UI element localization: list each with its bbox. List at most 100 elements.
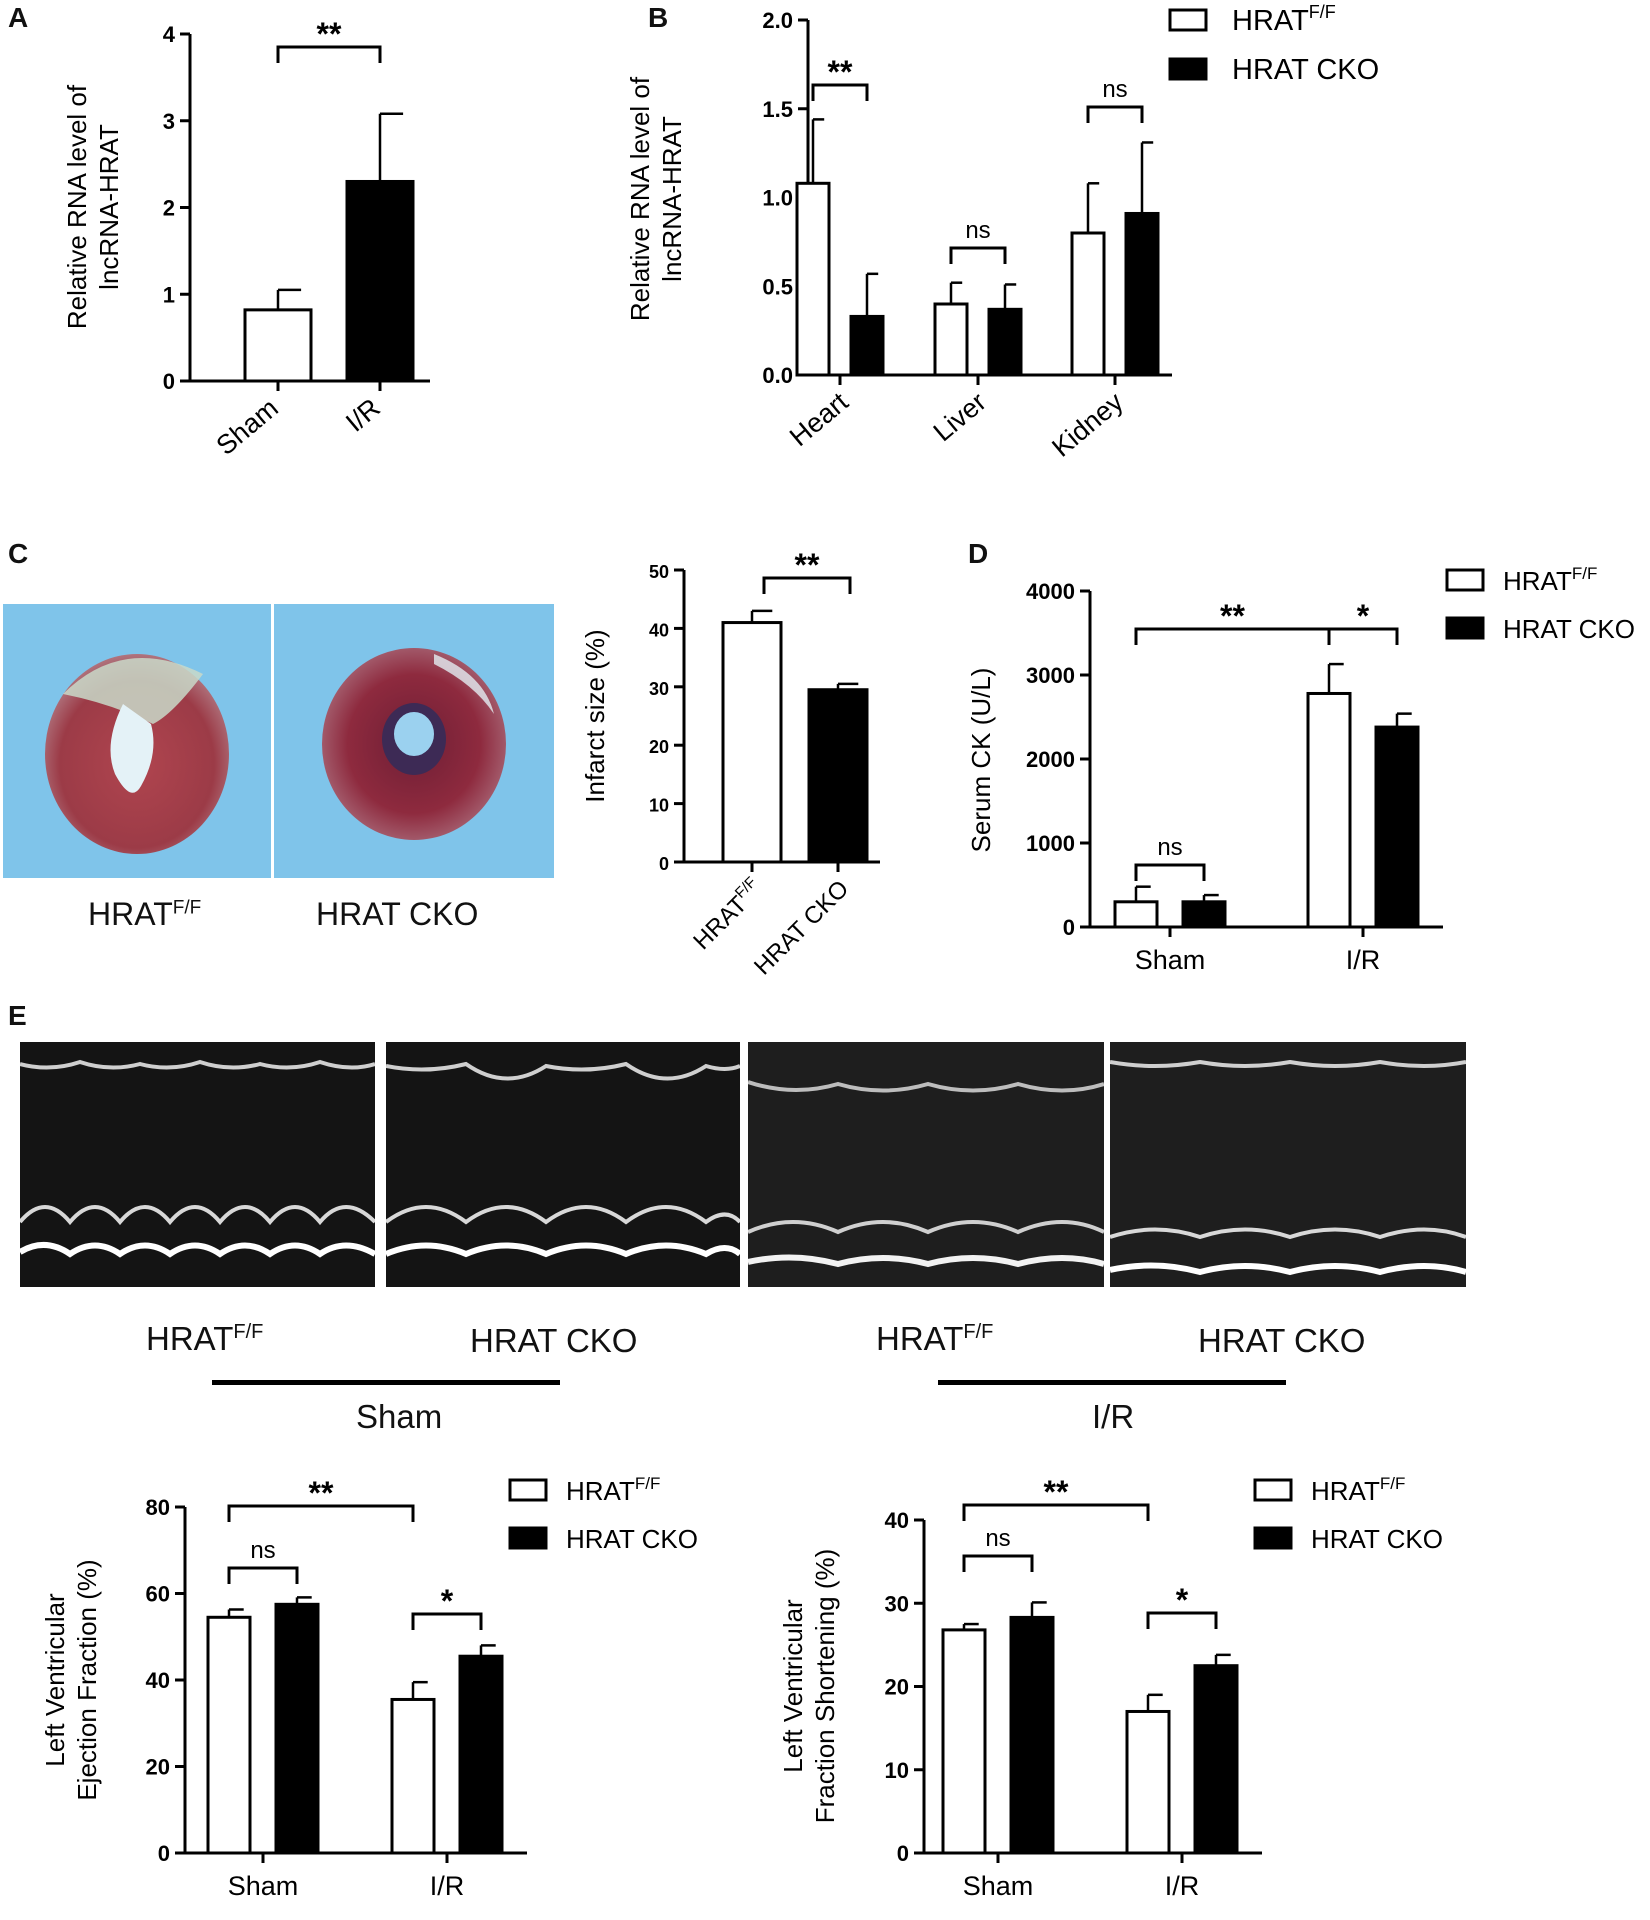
heart-section-photo-hrat-cko — [274, 604, 554, 878]
y-axis-title-line: Ejection Fraction (%) — [72, 1559, 102, 1800]
bar-ir-ff — [390, 1697, 436, 1855]
bar-sham-ff — [206, 1615, 252, 1855]
y-tick-label: 4000 — [1026, 579, 1075, 604]
echo-group-line-sham — [212, 1380, 560, 1385]
bar-ir-cko — [458, 1654, 504, 1855]
y-tick-label: 0 — [897, 1841, 909, 1866]
chart-a: 0 1 2 3 4 Relative RNA level oflncRNA-HRAT Sha… — [62, 16, 430, 461]
x-tick-label: I/R — [340, 393, 386, 438]
photo-label-hrat-ff: HRATF/F — [88, 896, 202, 932]
legend-swatch-filled — [1253, 1526, 1293, 1550]
panel-letter-e: E — [8, 1000, 27, 1031]
legend-e2: HRATF/F HRAT CKO — [1253, 1474, 1443, 1554]
bar-hrat-ff — [721, 621, 783, 864]
bar-heart-cko — [849, 314, 885, 377]
legend-label-hrat-ff: HRATF/F — [1232, 2, 1336, 37]
significance-label: ** — [309, 1475, 334, 1511]
y-axis-title-line: Fraction Shortening (%) — [810, 1549, 840, 1824]
y-axis-title: Left VentricularFraction Shortening (%) — [778, 1549, 840, 1824]
significance-label: ns — [1102, 76, 1127, 103]
x-tick-label: Heart — [784, 386, 854, 452]
legend-b: HRATF/F HRAT CKO — [1168, 2, 1379, 86]
significance-label: ** — [795, 547, 820, 583]
legend-label-hrat-ff: HRATF/F — [1503, 564, 1597, 596]
significance-label: ** — [1220, 598, 1245, 634]
bar-sham-cko — [1181, 900, 1227, 929]
y-axis-title-line: lncRNA-HRAT — [657, 116, 687, 282]
significance-bracket — [962, 1554, 1034, 1572]
significance-bracket — [1086, 105, 1144, 123]
y-axis-title-line: Left Ventricular — [778, 1599, 808, 1773]
y-tick-label: 40 — [146, 1668, 170, 1693]
legend-swatch-filled — [1168, 57, 1208, 81]
significance-label: ns — [965, 217, 990, 244]
significance-label: ns — [250, 1537, 275, 1564]
y-axis-title: Infarct size (%) — [580, 629, 610, 802]
legend-label-hrat-ff: HRATF/F — [1311, 1474, 1405, 1506]
legend-swatch-open — [1168, 8, 1208, 32]
x-tick-label: Liver — [928, 387, 992, 448]
y-tick-label: 1000 — [1026, 831, 1075, 856]
y-axis-title-line: Left Ventricular — [40, 1593, 70, 1767]
y-tick-label: 20 — [885, 1675, 909, 1700]
significance-bracket — [962, 1503, 1150, 1521]
chart-d: 0 1000 2000 3000 4000 Serum CK (U/L) Sham I/R ns… — [966, 579, 1443, 975]
significance-label: * — [441, 1583, 454, 1619]
legend-e1: HRATF/F HRAT CKO — [508, 1474, 698, 1554]
significance-label: ** — [317, 16, 342, 52]
y-tick-label: 30 — [649, 679, 669, 699]
significance-bracket — [811, 83, 869, 101]
x-tick-label: Sham — [228, 1871, 299, 1901]
y-tick-label: 80 — [146, 1495, 170, 1520]
photo-label-hrat-cko: HRAT CKO — [316, 896, 479, 932]
significance-bracket — [227, 1566, 299, 1584]
significance-bracket — [276, 45, 382, 63]
significance-label: * — [1357, 598, 1370, 634]
heart-section-photo-hrat-ff — [3, 604, 271, 878]
y-tick-label: 1 — [163, 282, 175, 307]
panel-letter-b: B — [648, 2, 669, 33]
y-tick-label: 40 — [649, 620, 669, 640]
echo-group-label-sham: Sham — [356, 1398, 443, 1435]
bar-hrat-cko — [807, 688, 869, 864]
bar-sham-cko — [274, 1602, 320, 1855]
y-tick-label: 2.0 — [762, 8, 793, 33]
legend-swatch-open — [508, 1478, 548, 1502]
panel-letter-d: D — [968, 538, 989, 569]
y-tick-label: 2 — [163, 196, 175, 221]
chart-b: 0.0 0.5 1.0 1.5 2.0 Relative RNA level oflncR… — [625, 8, 1172, 463]
chart-e2: 0 10 20 30 40 Left VentricularFraction Shorte… — [778, 1474, 1262, 1901]
bar-sham-cko — [1009, 1615, 1055, 1855]
y-tick-label: 20 — [649, 737, 669, 757]
y-axis-title: Serum CK (U/L) — [966, 668, 996, 853]
y-tick-label: 10 — [885, 1758, 909, 1783]
legend-label-hrat-cko: HRAT CKO — [1232, 54, 1379, 86]
significance-bracket — [411, 1612, 483, 1630]
y-tick-label: 1.5 — [762, 97, 793, 122]
y-tick-label: 30 — [885, 1591, 909, 1616]
x-tick-label: HRATF/F — [687, 874, 768, 955]
bar-heart-ff — [795, 181, 831, 377]
y-tick-label: 3 — [163, 109, 175, 134]
echo-group-line-ir — [938, 1380, 1286, 1385]
bar-sham-ff — [1113, 900, 1159, 929]
y-tick-label: 4 — [163, 22, 176, 47]
y-axis-title-line: Serum CK (U/L) — [966, 668, 996, 853]
bar-liver-ff — [933, 302, 969, 377]
legend-d: HRATF/F HRAT CKO — [1445, 564, 1635, 644]
x-tick-label: I/R — [1346, 945, 1381, 975]
y-tick-label: 0 — [163, 369, 175, 394]
bar-kidney-cko — [1124, 211, 1160, 377]
bar-ir — [345, 179, 415, 383]
legend-swatch-filled — [508, 1526, 548, 1550]
bar-ir-ff — [1125, 1709, 1171, 1855]
echo-image-ir-hrat-cko — [1110, 1042, 1466, 1287]
echo-label-sham-hrat-ff: HRATF/F — [146, 1320, 264, 1357]
legend-swatch-open — [1445, 568, 1485, 592]
bar-ir-cko — [1193, 1664, 1239, 1855]
y-tick-label: 0.0 — [762, 363, 793, 388]
y-tick-label: 10 — [649, 796, 669, 816]
echo-label-ir-hrat-ff: HRATF/F — [876, 1320, 994, 1357]
